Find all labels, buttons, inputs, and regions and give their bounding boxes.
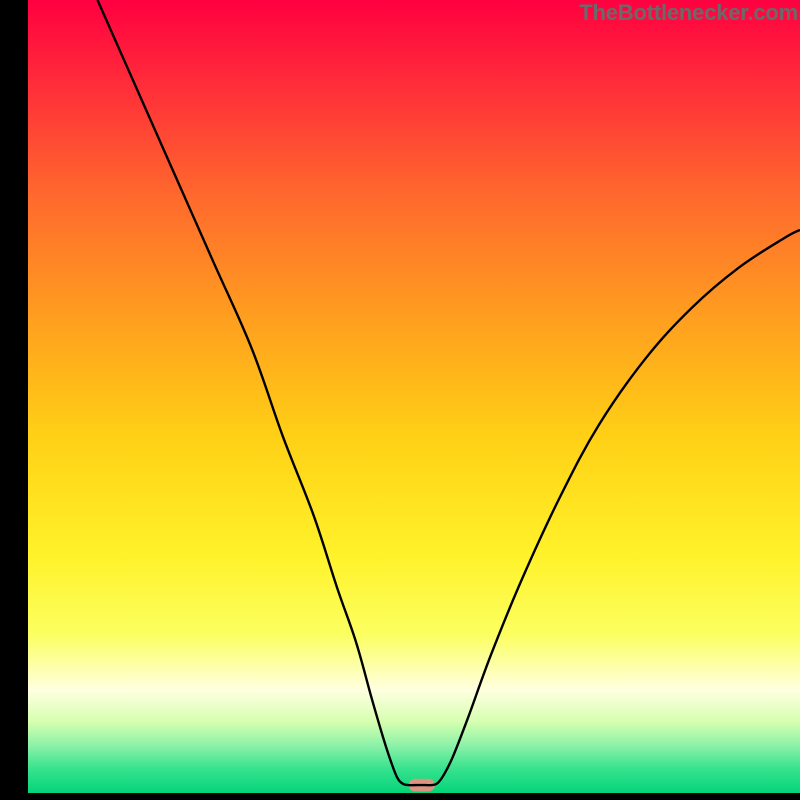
black-bar-left — [0, 0, 28, 800]
watermark-text: TheBottlenecker.com — [579, 0, 798, 26]
chart-svg — [0, 0, 800, 800]
chart-background — [28, 0, 800, 793]
chart-stage: TheBottlenecker.com — [0, 0, 800, 800]
black-bar-bottom — [0, 793, 800, 800]
